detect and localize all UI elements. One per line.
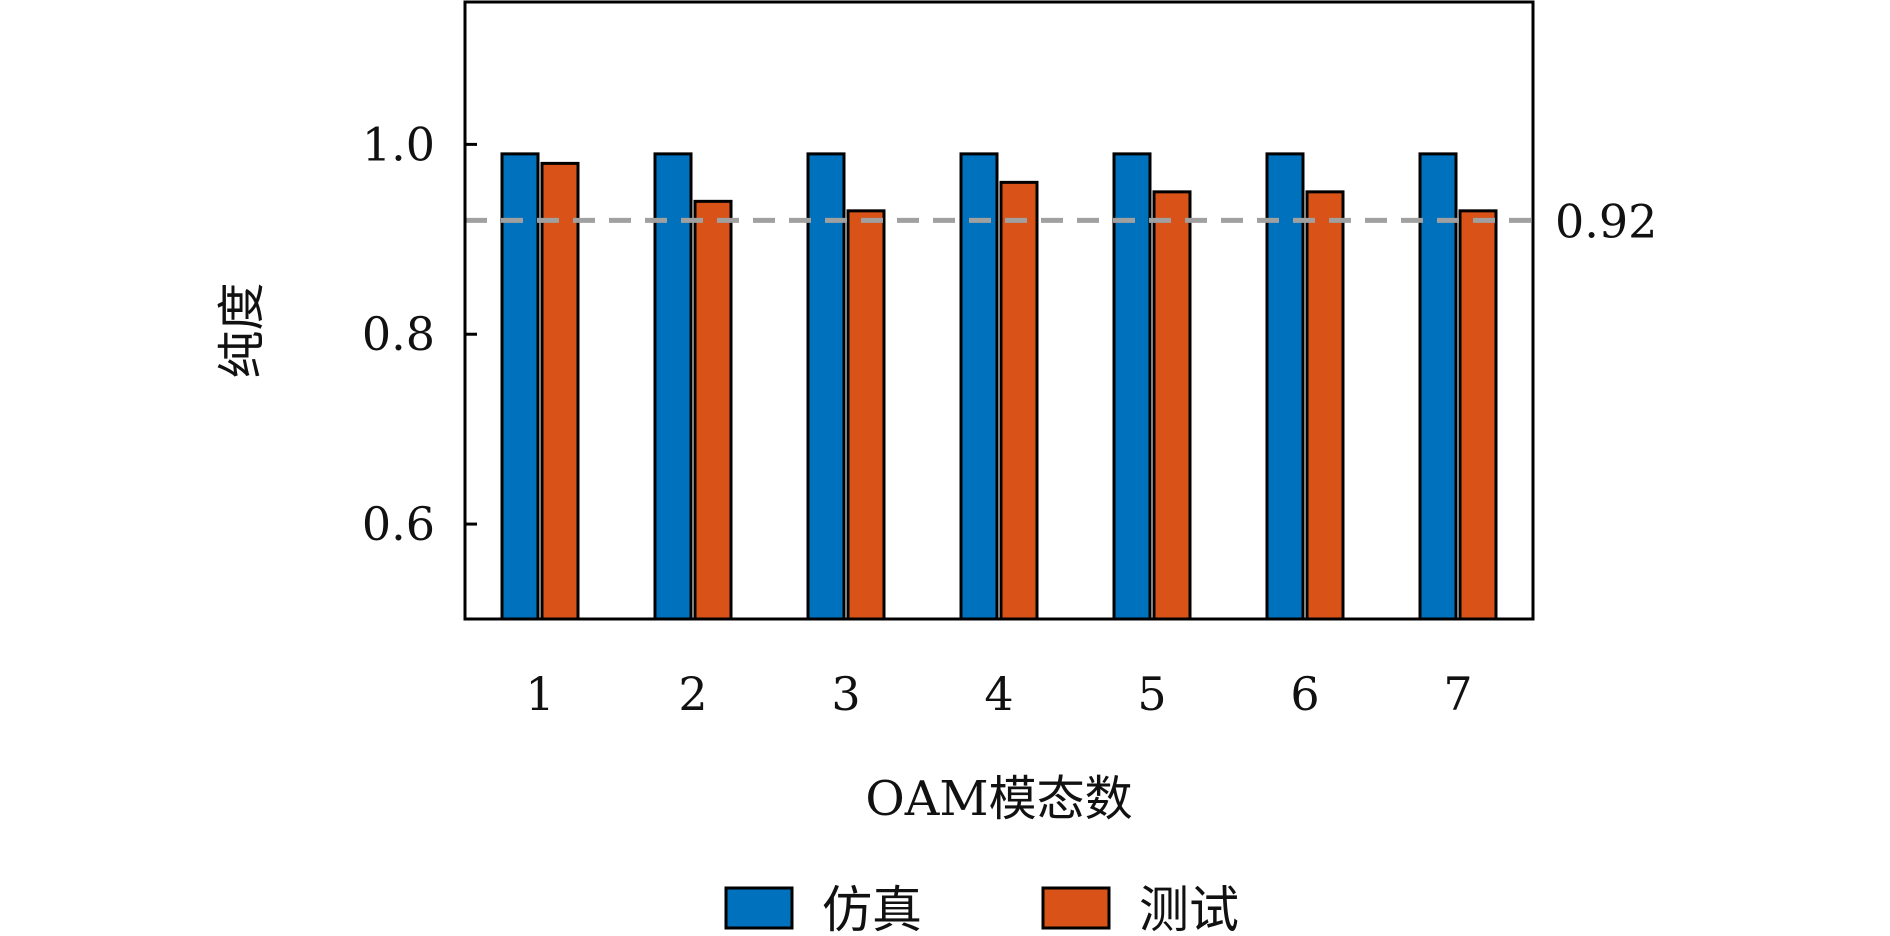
bar-simulation-2 [653,152,693,621]
y-tick-label-0.8: 0.8 [362,307,435,361]
bar-simulation-7 [1418,152,1458,621]
x-tick-label-7: 7 [1443,667,1472,721]
bar-simulation-1 [500,152,540,621]
x-tick-label-2: 2 [678,667,707,721]
bar-measurement-3 [846,209,886,621]
legend-swatch-measurement [1041,886,1111,930]
x-tick-label-6: 6 [1290,667,1319,721]
bar-simulation-5 [1112,152,1152,621]
x-axis-title: OAM模态数 [865,771,1132,827]
bar-measurement-4 [999,180,1039,621]
legend-swatch-simulation [724,886,794,930]
x-tick-label-5: 5 [1137,667,1166,721]
legend-label-simulation: 仿真 [822,881,922,936]
plot-frame [463,0,1535,621]
y-axis-title: 纯度 [214,282,270,378]
bar-simulation-4 [959,152,999,621]
x-tick-label-3: 3 [831,667,860,721]
bar-simulation-3 [806,152,846,621]
x-tick-label-4: 4 [984,667,1013,721]
bar-measurement-2 [693,199,733,621]
bar-measurement-7 [1458,209,1498,621]
y-tick-label-0.6: 0.6 [362,497,435,551]
bar-measurement-5 [1152,190,1192,621]
bar-simulation-6 [1265,152,1305,621]
bar-measurement-6 [1305,190,1345,621]
bar-measurement-1 [540,161,580,621]
reference-line-label: 0.92 [1555,194,1657,248]
legend: 仿真 测试 [724,881,1239,936]
legend-label-measurement: 测试 [1139,881,1239,936]
x-tick-label-1: 1 [525,667,554,721]
y-tick-label-1.0: 1.0 [362,117,435,171]
